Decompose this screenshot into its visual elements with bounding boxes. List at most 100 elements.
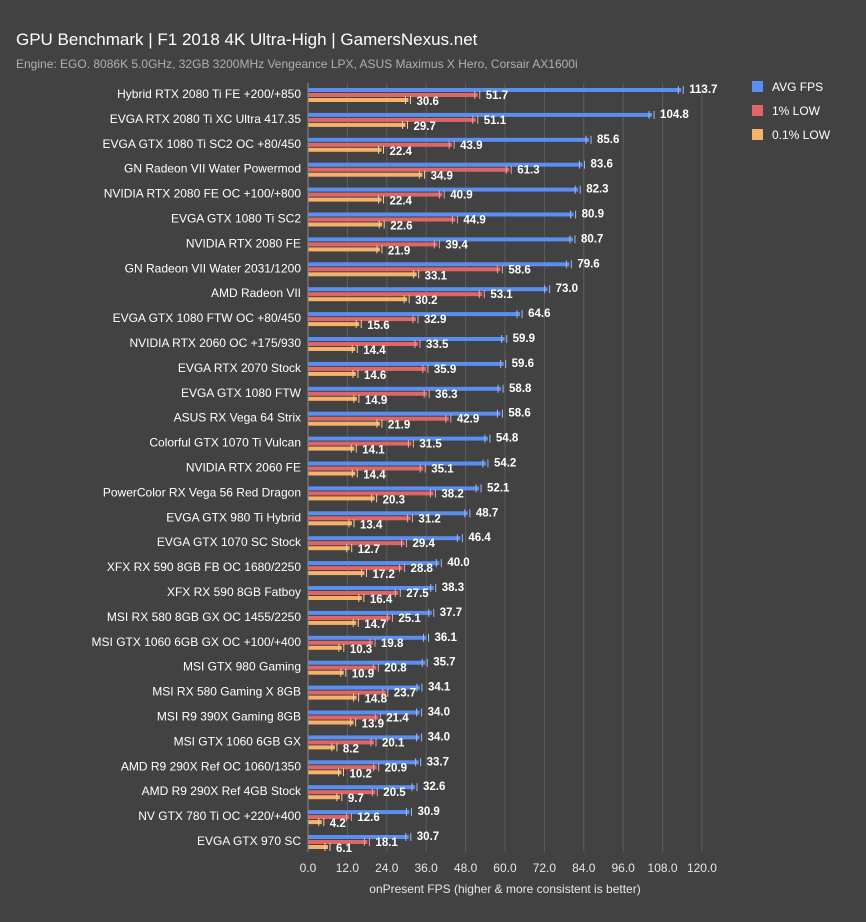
data-label-avg: 34.0: [428, 731, 450, 743]
bar-01pct-low: [308, 795, 340, 800]
bar-avg: [308, 610, 432, 615]
category-label: MSI GTX 1060 6GB GX OC +100/+400: [92, 635, 302, 649]
data-label-01pct-low: 33.1: [425, 270, 448, 282]
data-label-1pct-low: 21.4: [386, 713, 409, 725]
bar-avg: [308, 361, 504, 366]
data-label-01pct-low: 16.4: [370, 594, 393, 606]
data-label-avg: 59.6: [512, 358, 534, 370]
bar-01pct-low: [308, 845, 329, 849]
category-label: AMD R9 290X Ref OC 1060/1350: [121, 759, 301, 773]
legend-item-avg: AVG FPS: [752, 80, 862, 94]
bar-1pct-low: [308, 790, 376, 795]
data-label-1pct-low: 23.7: [394, 688, 416, 700]
bar-1pct-low: [308, 466, 424, 471]
data-label-1pct-low: 12.6: [357, 812, 379, 824]
category-label: EVGA GTX 980 Ti Hybrid: [166, 510, 301, 524]
data-label-avg: 104.8: [660, 109, 689, 121]
bar-avg: [308, 411, 501, 416]
bar-1pct-low: [308, 391, 428, 396]
data-label-01pct-low: 17.2: [372, 569, 394, 581]
data-label-01pct-low: 6.1: [336, 843, 353, 855]
bar-01pct-low: [308, 322, 360, 327]
category-label: MSI GTX 980 Gaming: [183, 660, 301, 674]
data-label-01pct-low: 34.9: [431, 171, 453, 183]
bar-avg: [308, 137, 590, 142]
data-label-01pct-low: 22.4: [390, 196, 413, 208]
data-label-01pct-low: 14.7: [364, 619, 386, 631]
bar-avg: [308, 710, 420, 715]
data-label-01pct-low: 20.3: [383, 494, 405, 506]
category-label: Colorful GTX 1070 Ti Vulcan: [149, 436, 301, 450]
category-label: NV GTX 780 Ti OC +220/+400: [138, 809, 301, 823]
bar-1pct-low: [308, 142, 453, 147]
data-label-01pct-low: 14.4: [363, 470, 386, 482]
data-label-avg: 32.6: [423, 781, 445, 793]
data-label-1pct-low: 38.2: [441, 488, 463, 500]
data-label-01pct-low: 12.7: [358, 544, 380, 556]
bar-avg: [308, 162, 583, 167]
data-label-01pct-low: 14.6: [364, 370, 386, 382]
x-tick-label: 0.0: [300, 861, 317, 875]
data-label-01pct-low: 4.2: [330, 818, 346, 830]
bar-01pct-low: [308, 446, 355, 451]
data-label-1pct-low: 51.1: [484, 115, 507, 127]
chart-subtitle: Engine: EGO. 8086K 5.0GHz, 32GB 3200MHz …: [16, 57, 578, 71]
bar-avg: [308, 785, 416, 790]
bar-avg: [308, 536, 461, 541]
data-label-1pct-low: 20.5: [383, 787, 406, 799]
data-label-avg: 83.6: [590, 159, 612, 171]
data-label-1pct-low: 25.1: [398, 613, 421, 625]
data-label-avg: 80.7: [581, 233, 603, 245]
bar-01pct-low: [308, 820, 322, 825]
data-label-avg: 30.7: [417, 831, 439, 843]
legend-label-01pct: 0.1% LOW: [772, 128, 831, 142]
data-label-01pct-low: 13.4: [360, 519, 383, 531]
category-label: MSI GTX 1060 6GB GX: [174, 734, 301, 748]
category-label: ASUS RX Vega 64 Strix: [174, 411, 301, 425]
bar-avg: [308, 212, 574, 217]
bar-1pct-low: [308, 815, 350, 820]
bar-avg: [308, 685, 420, 690]
data-label-1pct-low: 28.8: [411, 563, 434, 575]
bar-avg: [308, 312, 521, 317]
data-label-1pct-low: 42.9: [457, 414, 479, 426]
data-label-avg: 34.0: [428, 707, 450, 719]
bar-avg: [308, 461, 486, 466]
bar-01pct-low: [308, 421, 380, 426]
bar-01pct-low: [308, 297, 408, 302]
data-label-01pct-low: 9.7: [348, 793, 364, 805]
data-label-1pct-low: 53.1: [490, 289, 513, 301]
data-label-1pct-low: 20.1: [382, 737, 405, 749]
x-tick-label: 12.0: [336, 861, 360, 875]
data-label-01pct-low: 21.9: [388, 420, 410, 432]
bar-01pct-low: [308, 496, 375, 501]
bar-01pct-low: [308, 720, 354, 725]
data-label-1pct-low: 31.5: [419, 439, 442, 451]
category-label: EVGA GTX 1080 Ti SC2: [171, 212, 301, 226]
bar-avg: [308, 635, 427, 640]
bar-01pct-low: [308, 596, 362, 600]
bar-1pct-low: [308, 840, 368, 844]
bar-avg: [308, 436, 488, 441]
data-label-avg: 85.6: [597, 134, 619, 146]
bar-01pct-low: [308, 272, 417, 277]
data-label-01pct-low: 15.6: [367, 320, 389, 332]
x-axis-label: onPresent FPS (higher & more consistent …: [369, 882, 640, 896]
data-label-01pct-low: 14.9: [365, 395, 387, 407]
bar-1pct-low: [308, 491, 434, 496]
data-label-1pct-low: 20.8: [384, 663, 407, 675]
data-label-1pct-low: 44.9: [463, 215, 485, 227]
category-label: EVGA GTX 1070 SC Stock: [157, 535, 302, 549]
bar-01pct-low: [308, 645, 342, 650]
legend-label-1pct: 1% LOW: [772, 104, 821, 118]
data-label-01pct-low: 29.7: [414, 121, 436, 133]
legend-swatch-avg: [752, 81, 763, 92]
x-tick-label: 120.0: [687, 861, 717, 875]
category-label: MSI R9 390X Gaming 8GB: [157, 710, 301, 724]
bar-1pct-low: [308, 541, 405, 546]
bar-avg: [308, 586, 434, 590]
data-label-avg: 113.7: [689, 84, 717, 96]
data-label-1pct-low: 33.5: [426, 339, 449, 351]
data-label-01pct-low: 10.3: [350, 644, 372, 656]
bar-1pct-low: [308, 516, 411, 521]
